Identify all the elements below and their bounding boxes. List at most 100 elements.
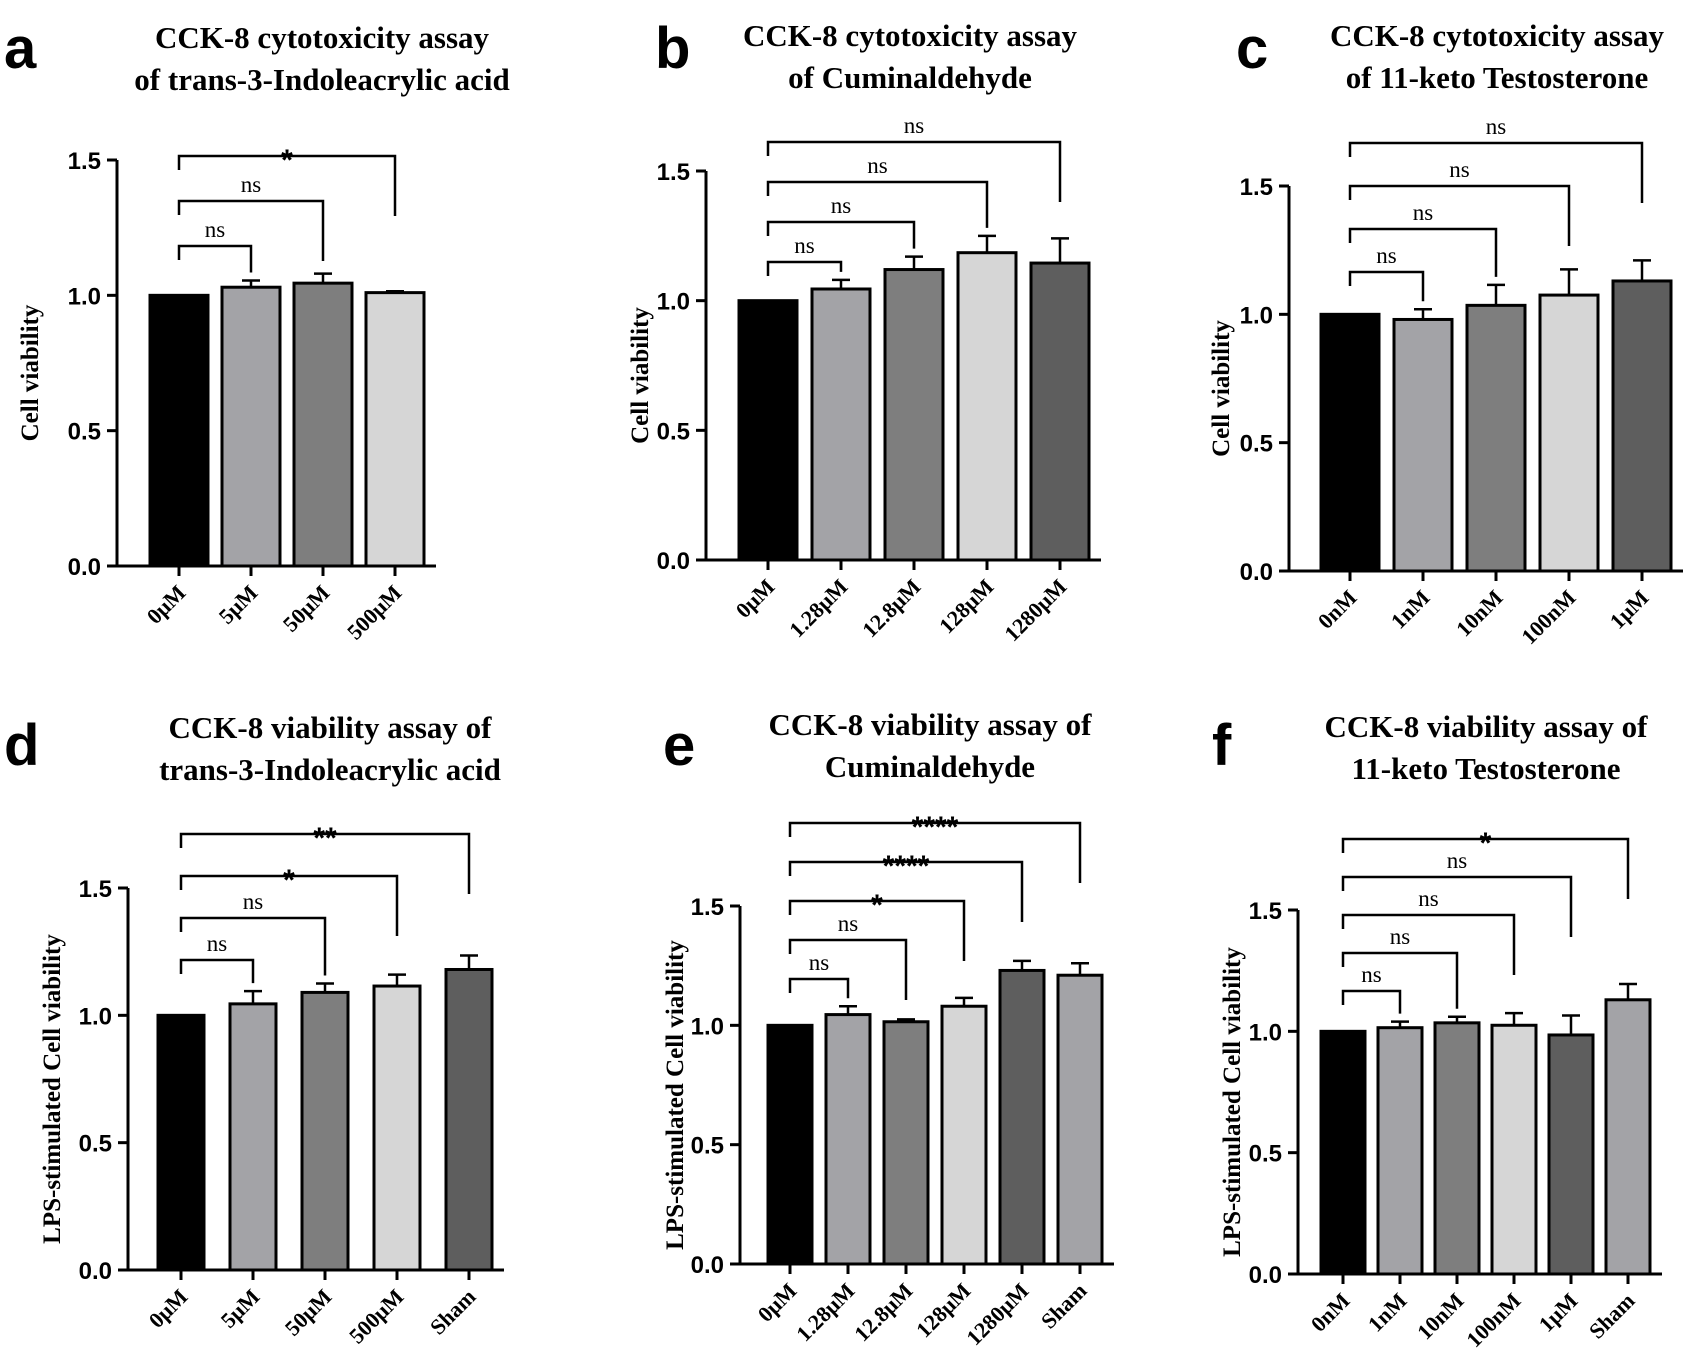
- bar-3: [883, 268, 945, 562]
- significance-label: ns: [207, 931, 228, 956]
- x-tick-label: 5μM: [216, 1284, 265, 1333]
- panel-c: c CCK-8 cytotoxicity assay of 11-keto Test…: [1208, 16, 1683, 649]
- y-axis-label: Cell viability: [1208, 320, 1235, 457]
- panel-b: b CCK-8 cytotoxicity assay of Cuminaldehyd…: [627, 16, 1101, 646]
- y-tick-label: 1.5: [79, 876, 112, 903]
- panel-a: a CCK-8 cytotoxicity assay of trans-3-Indo…: [4, 16, 510, 644]
- x-tick-label: 50μM: [280, 1284, 337, 1341]
- y-tick-label: 0.0: [691, 1252, 724, 1279]
- y-tick-label: 1.0: [657, 289, 690, 316]
- significance-bracket: [766, 260, 843, 276]
- x-tick-label: 10nM: [1412, 1288, 1469, 1345]
- bar-5: [998, 968, 1046, 1266]
- significance-bracket: [788, 821, 1082, 883]
- bar-5: [444, 967, 494, 1272]
- y-axis-label: LPS-stimulated Cell viability: [662, 940, 689, 1250]
- bar-6: [1056, 973, 1104, 1266]
- chart-title-line: CCK-8 viability assay of: [169, 710, 493, 745]
- significance-label: *: [281, 144, 293, 177]
- x-tick-label: 1μM: [1534, 1288, 1583, 1337]
- bar-3: [1433, 1021, 1481, 1276]
- significance-label: ns: [831, 193, 852, 218]
- significance-label: ns: [1376, 243, 1397, 268]
- x-tick-label: Sham: [425, 1284, 481, 1340]
- panel-e: e CCK-8 viability assay of Cuminaldehyde LP…: [662, 707, 1114, 1350]
- y-tick-label: 1.5: [657, 159, 690, 186]
- x-tick-label: 0nM: [1313, 585, 1362, 634]
- significance-label: ns: [1418, 886, 1439, 911]
- significance-bracket: [177, 154, 397, 216]
- panel-letter: f: [1212, 713, 1232, 778]
- x-tick-label: 10nM: [1451, 585, 1508, 642]
- y-tick-label: 1.5: [68, 148, 101, 175]
- x-tick-label: 1μM: [1605, 585, 1654, 634]
- x-tick-label: 500μM: [344, 1284, 409, 1349]
- x-tick-label: 0μM: [144, 1284, 193, 1333]
- chart-title-line: Cuminaldehyde: [825, 749, 1035, 784]
- bar-5: [1611, 279, 1673, 573]
- bar-2: [1392, 317, 1454, 573]
- significance-label: ns: [904, 113, 925, 138]
- x-tick-label: 12.8μM: [857, 574, 926, 643]
- panel-letter: e: [663, 713, 695, 778]
- significance-bracket: [177, 244, 253, 273]
- x-tick-label: 1nM: [1363, 1288, 1412, 1337]
- chart-title-line: trans-3-Indoleacrylic acid: [159, 752, 501, 787]
- y-axis-label: Cell viability: [17, 304, 44, 441]
- x-tick-label: 0nM: [1306, 1288, 1355, 1337]
- significance-bracket: [1341, 989, 1402, 1014]
- bar-4: [1490, 1023, 1538, 1276]
- panel-d: d CCK-8 viability assay of trans-3-Indolea…: [4, 710, 504, 1348]
- bar-3: [292, 281, 354, 568]
- y-tick-label: 1.0: [1240, 302, 1273, 329]
- y-axis-label: LPS-stimulated Cell viability: [1219, 947, 1246, 1257]
- y-tick-label: 0.0: [657, 548, 690, 575]
- y-tick-label: 0.5: [691, 1133, 724, 1160]
- bar-2: [810, 287, 872, 562]
- bar-6: [1604, 998, 1652, 1276]
- y-tick-label: 0.0: [1240, 559, 1273, 586]
- significance-bracket: [788, 977, 850, 999]
- significance-bracket: [1348, 184, 1571, 246]
- x-tick-label: 128μM: [934, 574, 999, 639]
- chart-title-line: of trans-3-Indoleacrylic acid: [134, 62, 509, 97]
- x-tick-label: 1280μM: [999, 574, 1071, 646]
- significance-label: ****: [883, 850, 930, 883]
- significance-bracket: [788, 938, 908, 1000]
- significance-label: ns: [1486, 114, 1507, 139]
- significance-label: ns: [838, 911, 859, 936]
- chart-title-line: of Cuminaldehyde: [788, 60, 1032, 95]
- significance-bracket: [177, 199, 325, 261]
- significance-bracket: [1341, 875, 1573, 937]
- x-tick-label: 0μM: [753, 1278, 802, 1327]
- bar-3: [1465, 303, 1527, 573]
- x-tick-label: Sham: [1036, 1278, 1092, 1334]
- x-tick-label: 1280μM: [961, 1278, 1033, 1350]
- significance-label: ns: [809, 950, 830, 975]
- y-tick-label: 1.0: [691, 1013, 724, 1040]
- significance-label: *: [1480, 827, 1492, 860]
- bar-4: [372, 984, 422, 1272]
- significance-label: *: [871, 889, 883, 922]
- panel-f: f CCK-8 viability assay of 11-keto Testost…: [1212, 709, 1662, 1352]
- bar-1: [156, 1013, 206, 1272]
- chart-title-line: 11-keto Testosterone: [1352, 751, 1621, 786]
- significance-label: **: [313, 822, 337, 855]
- significance-bracket: [179, 832, 471, 894]
- significance-bracket: [1348, 227, 1498, 277]
- bar-4: [1538, 293, 1600, 573]
- y-tick-label: 0.5: [1240, 431, 1273, 458]
- chart-title-line: CCK-8 cytotoxicity assay: [743, 18, 1078, 53]
- bar-4: [956, 251, 1018, 562]
- significance-bracket: [179, 874, 399, 936]
- y-tick-label: 0.5: [68, 419, 101, 446]
- chart-title-line: CCK-8 viability assay of: [769, 707, 1093, 742]
- chart-title-line: CCK-8 cytotoxicity assay: [155, 20, 490, 55]
- bar-2: [1376, 1026, 1424, 1276]
- y-tick-label: 1.5: [691, 894, 724, 921]
- significance-label: ns: [1449, 157, 1470, 182]
- x-tick-label: 0μM: [731, 574, 780, 623]
- bar-1: [737, 299, 799, 562]
- x-tick-label: 1.28μM: [791, 1278, 860, 1347]
